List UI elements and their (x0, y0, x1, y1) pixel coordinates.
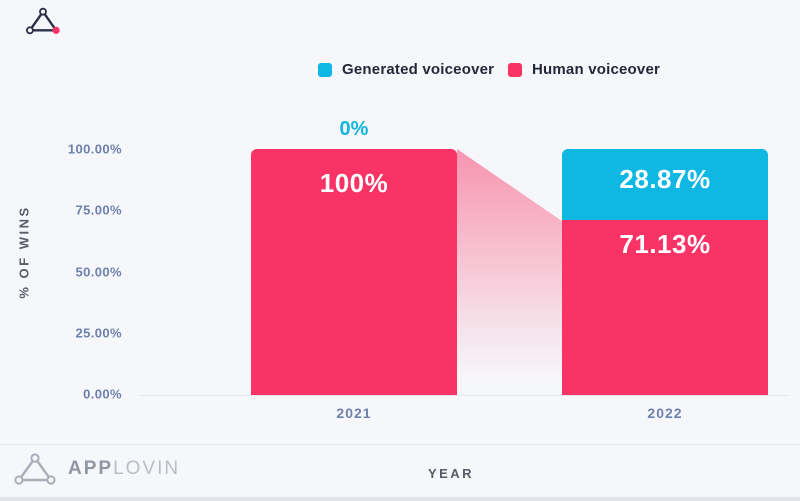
footer-wordmark: APPLOVIN (68, 458, 180, 480)
bar-2022[interactable]: 28.87% 71.13% (562, 149, 768, 395)
x-tick-2021: 2021 (336, 405, 372, 421)
data-label-2021-human: 100% (319, 168, 389, 198)
y-axis-title: % OF WINS (16, 205, 32, 299)
legend-label-human: Human voiceover (532, 61, 661, 78)
legend-item-human: Human voiceover (508, 61, 660, 78)
y-axis-tick-labels: 100.00% 75.00% 50.00% 25.00% 0.00% (40, 0, 122, 501)
y-tick-25: 25.00% (75, 325, 122, 341)
footer-brand: APPLOVIN (12, 451, 180, 487)
footer-word-app: APP (68, 458, 114, 479)
bar-2021[interactable]: 100% (251, 149, 457, 395)
footer-word-lovin: LOVIN (113, 458, 181, 479)
y-tick-100: 100.00% (67, 141, 122, 157)
x-axis-title: YEAR (427, 466, 475, 481)
bar-segment-2022-human[interactable]: 71.13% (562, 220, 768, 395)
bar-segment-2021-human[interactable]: 100% (251, 149, 457, 395)
bar-segment-2022-generated[interactable]: 28.87% (562, 149, 768, 221)
legend-item-generated: Generated voiceover (318, 61, 494, 78)
applovin-footer-logo-icon (14, 453, 56, 485)
y-tick-50: 50.00% (75, 264, 122, 280)
bottom-edge-strip (0, 497, 800, 501)
x-tick-2022: 2022 (647, 405, 683, 421)
footer-divider (0, 444, 800, 445)
trend-ribbon (457, 149, 562, 395)
data-label-2022-generated: 28.87% (619, 164, 711, 195)
applovin-logo-icon (26, 7, 60, 35)
plot-area: 0% 100% 28.87% 71.13% 2021 2022 (140, 118, 788, 421)
legend-label-generated: Generated voiceover (342, 61, 495, 78)
y-tick-0: 0.00% (83, 386, 122, 402)
data-label-2022-human: 71.13% (619, 229, 711, 260)
legend-swatch-human-icon (508, 62, 522, 77)
legend-swatch-generated-icon (318, 62, 332, 77)
y-tick-75: 75.00% (75, 202, 122, 218)
data-label-2021-generated: 0% (339, 118, 369, 140)
